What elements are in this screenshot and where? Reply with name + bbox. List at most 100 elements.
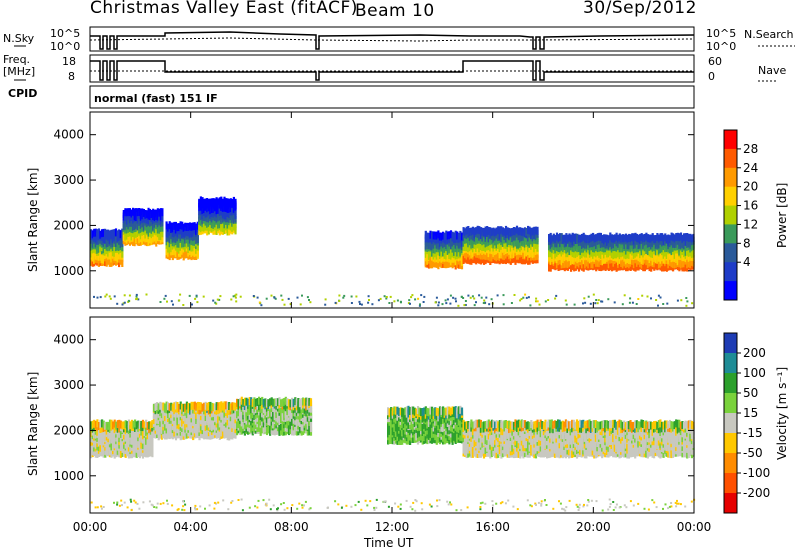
power-cell-6 <box>570 247 573 256</box>
velocity-cell-0 <box>148 421 151 430</box>
power-cell-0 <box>110 258 113 267</box>
power-cell-4 <box>437 241 440 250</box>
velocity-cell-0 <box>145 419 148 428</box>
power-cell-6 <box>592 237 595 246</box>
power-speckle <box>239 295 242 298</box>
power-cell-5 <box>523 227 526 236</box>
power-speckle <box>388 302 391 304</box>
power-cell-6 <box>574 233 577 242</box>
power-cell-6 <box>686 237 689 246</box>
velocity-cell-1 <box>231 402 234 411</box>
power-cell-3 <box>217 213 220 222</box>
power-cell-1 <box>124 232 127 241</box>
power-speckle <box>676 299 679 302</box>
power-cell-1 <box>147 216 150 225</box>
power-speckle <box>121 303 124 306</box>
power-cell-2 <box>193 222 196 231</box>
power-cell-4 <box>454 234 457 243</box>
velocity-cell-2 <box>294 423 297 432</box>
power-speckle <box>350 302 353 304</box>
power-cell-6 <box>661 233 664 242</box>
power-cell-5 <box>533 226 536 235</box>
velocity-cell-4 <box>470 419 473 428</box>
power-cell-5 <box>465 250 468 259</box>
power-speckle <box>301 294 303 297</box>
power-cell-0 <box>118 259 121 268</box>
power-cell-6 <box>612 247 615 256</box>
power-cell-3 <box>229 198 232 207</box>
power-cell-5 <box>475 249 478 258</box>
power-cell-0 <box>114 243 118 252</box>
power-cell-6 <box>662 234 665 243</box>
power-speckle <box>597 299 600 302</box>
velocity-cell-1 <box>168 403 171 412</box>
velocity-cell-1 <box>212 403 215 412</box>
velocity-cell-1 <box>218 431 221 440</box>
power-cell-0 <box>121 259 124 267</box>
power-cell-6 <box>609 236 612 245</box>
power-cell-1 <box>139 228 142 237</box>
velocity-cell-0 <box>104 421 107 430</box>
power-cell-5 <box>514 256 517 265</box>
power-cell-3 <box>232 196 235 205</box>
velocity-cell-2 <box>280 405 283 414</box>
velocity-cell-1 <box>199 416 203 425</box>
power-cell-1 <box>158 221 161 230</box>
power-cell-6 <box>584 257 587 266</box>
velocity-cell-3 <box>435 407 438 416</box>
velocity-cell-2 <box>286 398 289 407</box>
velocity-cell-4 <box>495 420 498 429</box>
velocity-cell-2 <box>258 402 261 411</box>
power-speckle <box>202 295 205 298</box>
power-speckle <box>123 294 126 297</box>
power-cell-1 <box>149 224 152 233</box>
velocity-cell-1 <box>160 431 163 440</box>
power-cell-2 <box>165 225 168 234</box>
velocity-cell-0 <box>93 430 96 439</box>
power-cell-6 <box>548 234 551 242</box>
velocity-cell-2 <box>243 427 246 436</box>
power-cell-0 <box>107 229 110 238</box>
velocity-cell-1 <box>167 410 170 419</box>
power-cell-0 <box>119 235 122 244</box>
velocity-cell-0 <box>140 434 143 443</box>
power-cell-4 <box>429 241 432 250</box>
velocity-cell-3 <box>410 433 413 442</box>
velocity-cell-1 <box>156 402 159 410</box>
velocity-cell-1 <box>187 422 190 431</box>
power-speckle <box>108 295 111 298</box>
velocity-cell-2 <box>251 415 254 424</box>
power-cell-6 <box>640 240 643 249</box>
power-speckle <box>178 299 181 302</box>
power-cell-5 <box>498 231 501 240</box>
power-speckle <box>583 297 586 300</box>
power-cell-0 <box>121 228 124 237</box>
power-cell-5 <box>489 237 492 246</box>
power-cell-6 <box>670 254 673 263</box>
velocity-cell-3 <box>424 406 427 415</box>
velocity-cell-1 <box>215 402 218 411</box>
power-cell-4 <box>442 244 445 253</box>
velocity-cell-2 <box>308 404 311 413</box>
velocity-cell-1 <box>178 403 181 412</box>
power-speckle <box>538 303 541 306</box>
power-cell-6 <box>595 247 598 256</box>
power-cell-6 <box>683 263 686 272</box>
power-cell-6 <box>621 256 624 265</box>
velocity-cell-0 <box>134 424 137 432</box>
velocity-cell-2 <box>287 408 291 417</box>
power-cell-6 <box>628 256 631 264</box>
power-speckle <box>623 294 626 297</box>
velocity-cell-1 <box>195 416 198 424</box>
velocity-cell-1 <box>176 409 179 418</box>
power-cell-5 <box>471 244 475 253</box>
power-cell-3 <box>221 224 224 232</box>
velocity-cell-4 <box>481 421 484 430</box>
power-cell-6 <box>592 260 595 269</box>
power-cell-3 <box>202 205 206 214</box>
velocity-cell-2 <box>267 414 270 423</box>
power-cell-6 <box>690 234 694 243</box>
velocity-cell-4 <box>473 447 476 455</box>
velocity-cell-4 <box>465 421 468 430</box>
velocity-cell-3 <box>409 437 412 445</box>
